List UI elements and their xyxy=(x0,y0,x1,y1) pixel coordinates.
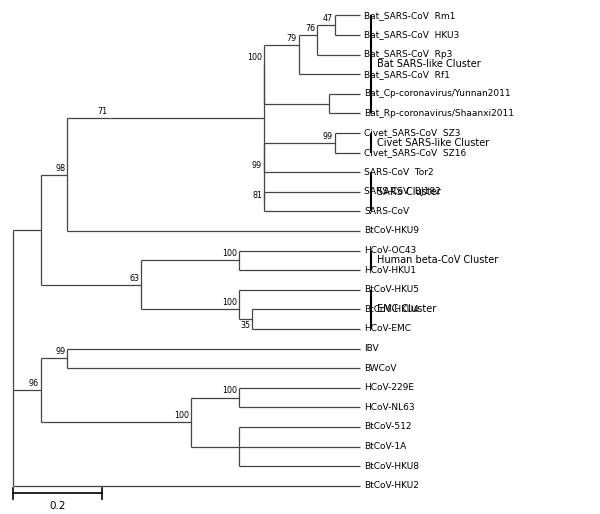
Text: BtCoV-HKU9: BtCoV-HKU9 xyxy=(364,227,419,235)
Text: 98: 98 xyxy=(55,163,65,173)
Text: SARS-CoV  Tor2: SARS-CoV Tor2 xyxy=(364,168,434,177)
Text: Bat_SARS-CoV  Rm1: Bat_SARS-CoV Rm1 xyxy=(364,11,455,20)
Text: BtCoV-HKU8: BtCoV-HKU8 xyxy=(364,462,419,471)
Text: 35: 35 xyxy=(240,321,250,330)
Text: 96: 96 xyxy=(29,379,39,388)
Text: Bat SARS-like Cluster: Bat SARS-like Cluster xyxy=(377,60,481,69)
Text: HCoV-OC43: HCoV-OC43 xyxy=(364,246,416,255)
Text: Bat_Rp-coronavirus/Shaanxi2011: Bat_Rp-coronavirus/Shaanxi2011 xyxy=(364,109,514,118)
Text: Civet_SARS-CoV  SZ16: Civet_SARS-CoV SZ16 xyxy=(364,148,466,157)
Text: 71: 71 xyxy=(98,107,108,116)
Text: Bat_Cp-coronavirus/Yunnan2011: Bat_Cp-coronavirus/Yunnan2011 xyxy=(364,89,511,98)
Text: 63: 63 xyxy=(129,274,139,283)
Text: 100: 100 xyxy=(247,53,262,62)
Text: 99: 99 xyxy=(252,161,262,170)
Text: IBV: IBV xyxy=(364,344,379,353)
Text: 47: 47 xyxy=(323,14,333,23)
Text: 99: 99 xyxy=(323,132,333,141)
Text: Bat_SARS-CoV  Rf1: Bat_SARS-CoV Rf1 xyxy=(364,70,450,79)
Text: BtCoV-1A: BtCoV-1A xyxy=(364,442,406,451)
Text: Bat_SARS-CoV  Rp3: Bat_SARS-CoV Rp3 xyxy=(364,50,452,59)
Text: 79: 79 xyxy=(287,34,297,43)
Text: BtCoV-HKU5: BtCoV-HKU5 xyxy=(364,285,419,295)
Text: Bat_SARS-CoV  HKU3: Bat_SARS-CoV HKU3 xyxy=(364,30,460,40)
Text: Civet SARS-like Cluster: Civet SARS-like Cluster xyxy=(377,138,489,148)
Text: BtCoV-HKU2: BtCoV-HKU2 xyxy=(364,481,419,490)
Text: SARS-CoV: SARS-CoV xyxy=(364,207,409,216)
Text: BWCoV: BWCoV xyxy=(364,363,397,373)
Text: HCoV-NL63: HCoV-NL63 xyxy=(364,403,415,412)
Text: 76: 76 xyxy=(305,24,315,33)
Text: HCoV-229E: HCoV-229E xyxy=(364,383,414,392)
Text: BtCoV-512: BtCoV-512 xyxy=(364,423,412,431)
Text: 100: 100 xyxy=(222,387,237,395)
Text: SARS Cluster: SARS Cluster xyxy=(377,187,440,197)
Text: Human beta-CoV Cluster: Human beta-CoV Cluster xyxy=(377,255,498,265)
Text: EMC Cluster: EMC Cluster xyxy=(377,304,436,315)
Text: HCoV-EMC: HCoV-EMC xyxy=(364,324,411,334)
Text: HCoV-HKU1: HCoV-HKU1 xyxy=(364,266,416,274)
Text: 0.2: 0.2 xyxy=(49,501,66,511)
Text: 99: 99 xyxy=(55,347,65,356)
Text: SARS-CoV  BJ182: SARS-CoV BJ182 xyxy=(364,187,441,196)
Text: 100: 100 xyxy=(174,411,189,420)
Text: 81: 81 xyxy=(252,191,262,199)
Text: 100: 100 xyxy=(222,249,237,259)
Text: Civet_SARS-CoV  SZ3: Civet_SARS-CoV SZ3 xyxy=(364,128,461,138)
Text: BtCoV-HKU4: BtCoV-HKU4 xyxy=(364,305,419,314)
Text: 100: 100 xyxy=(222,298,237,307)
